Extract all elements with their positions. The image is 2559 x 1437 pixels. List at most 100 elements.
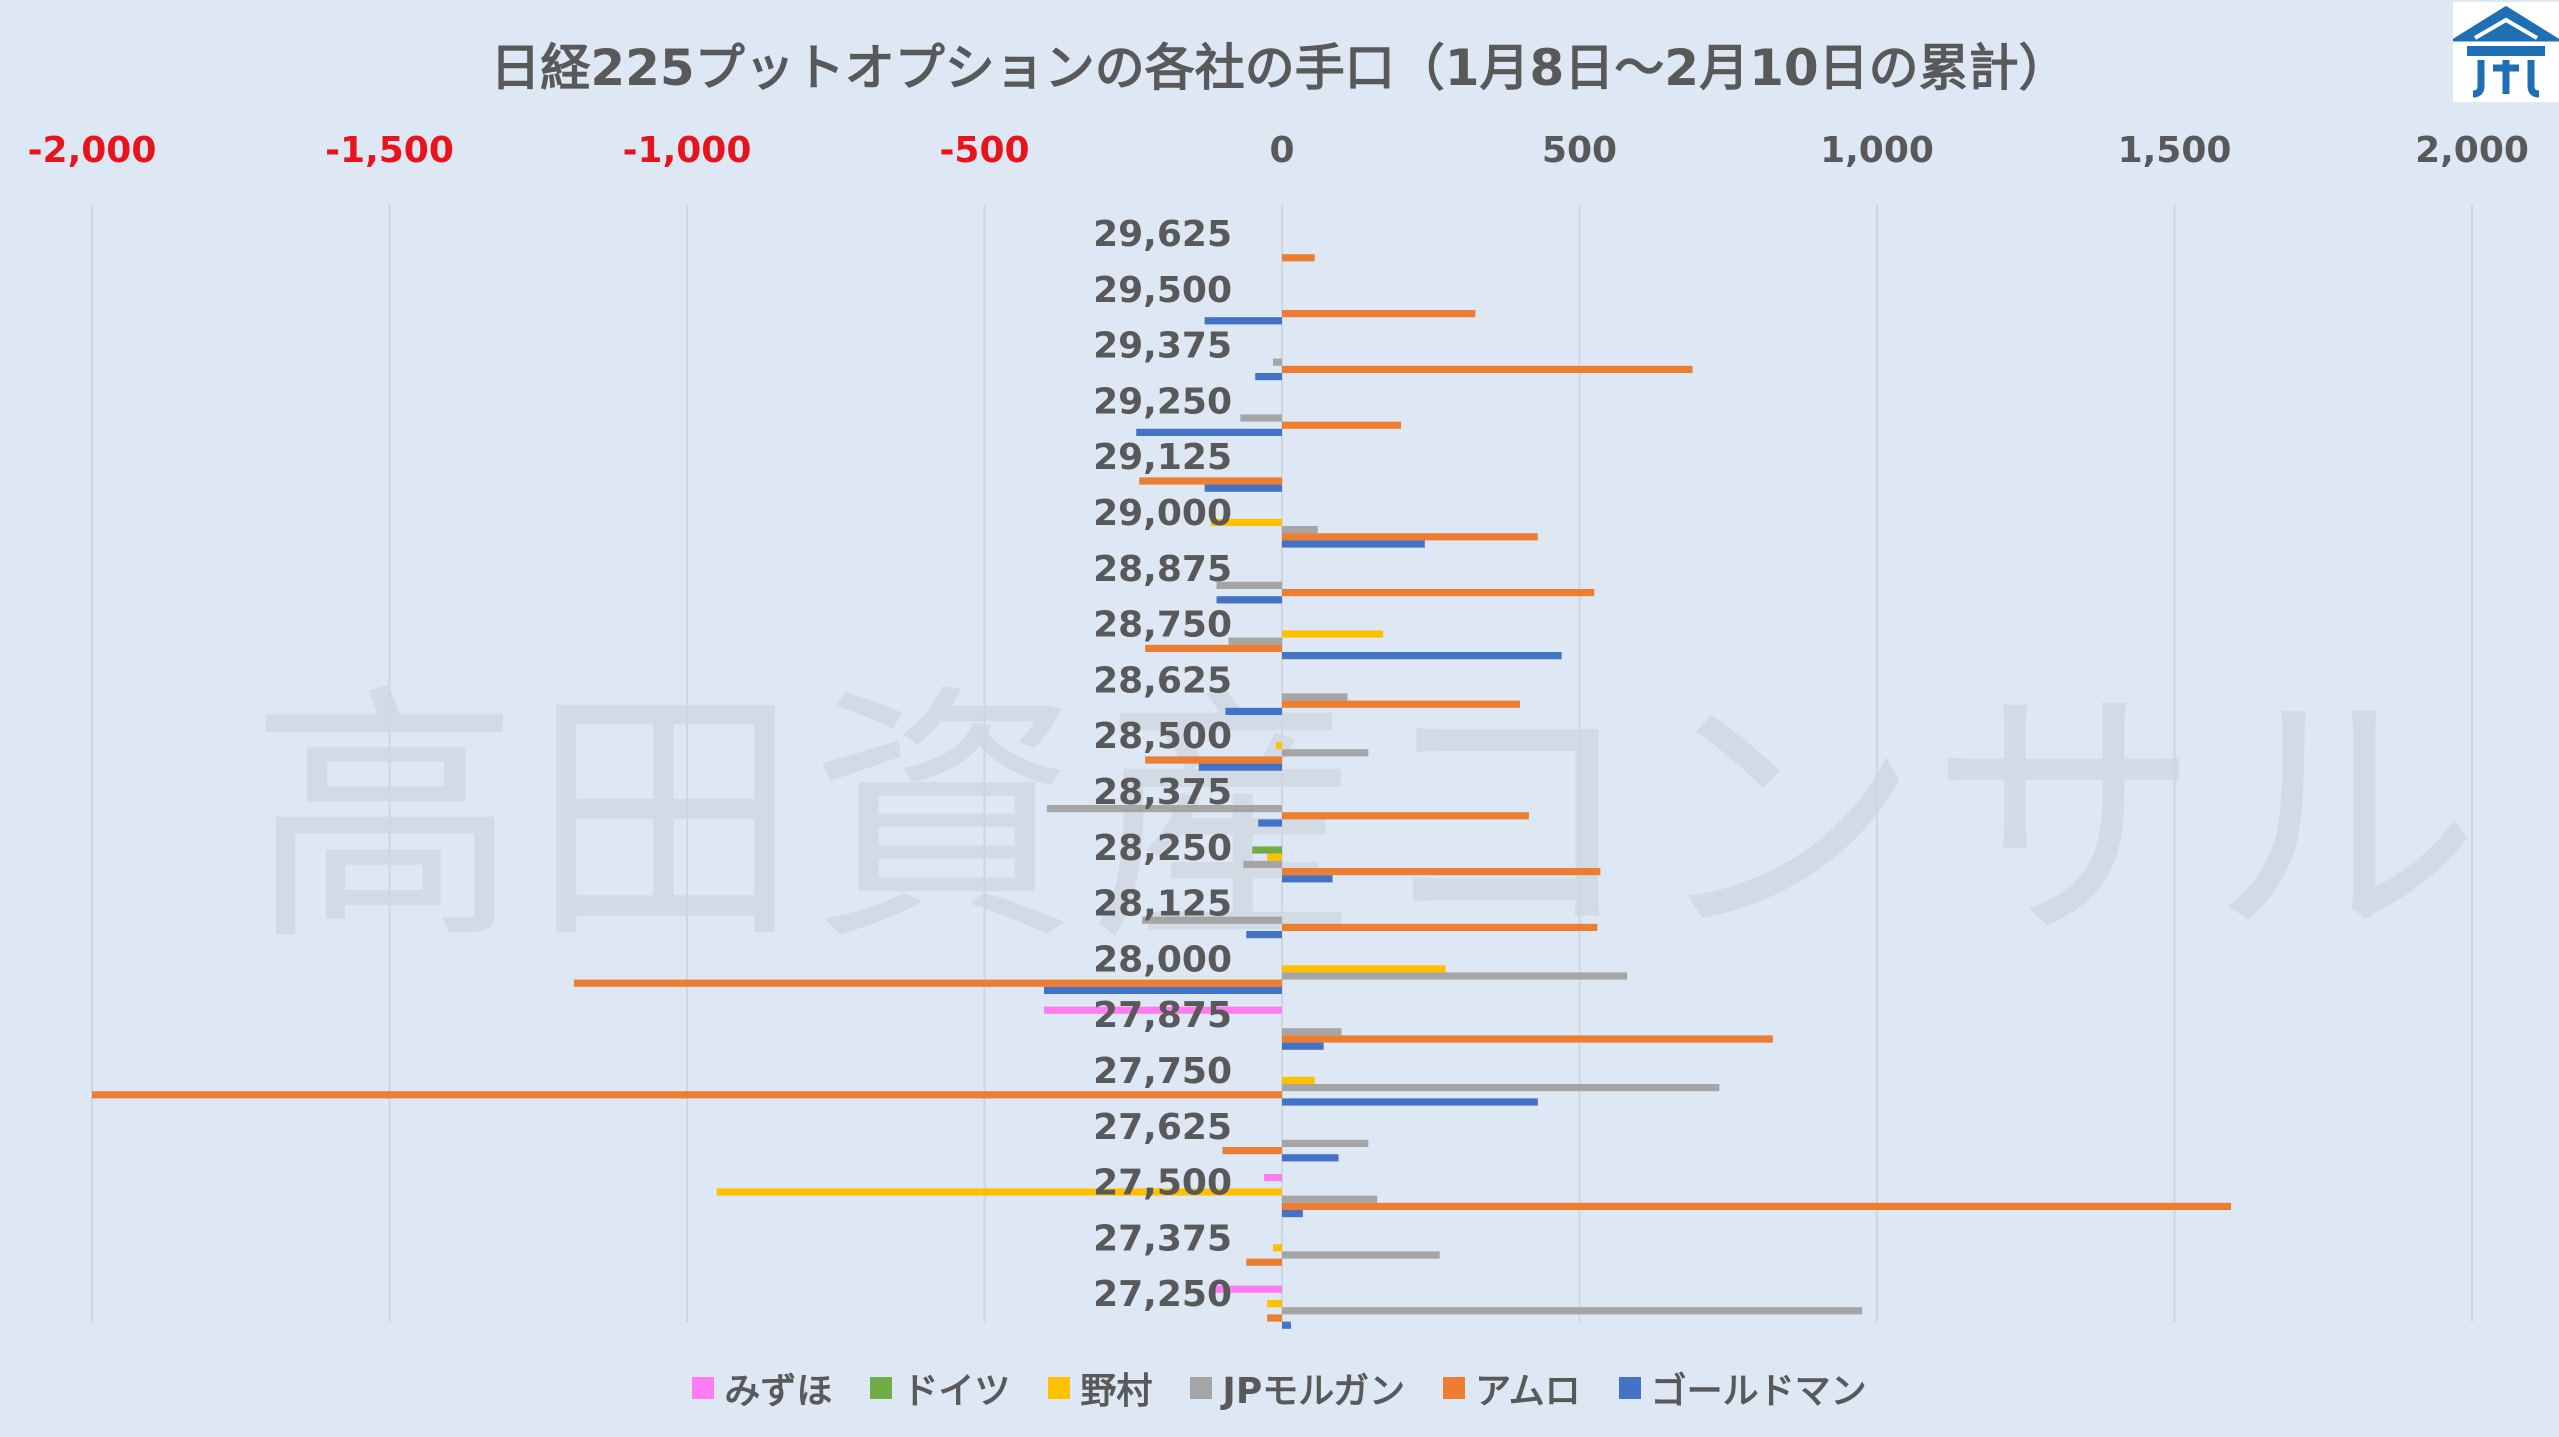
legend-swatch bbox=[692, 1377, 715, 1399]
legend-item: 野村 bbox=[1048, 1362, 1152, 1414]
bar bbox=[1267, 853, 1282, 861]
x-tick-label: -1,500 bbox=[325, 130, 454, 171]
bar bbox=[1282, 1154, 1339, 1162]
x-tick-label: 500 bbox=[1542, 130, 1617, 171]
bar bbox=[1282, 310, 1476, 318]
category-label: 27,500 bbox=[1093, 1163, 1232, 1204]
bar bbox=[1198, 763, 1282, 771]
bar bbox=[1145, 756, 1282, 764]
bar bbox=[1204, 484, 1282, 492]
bar bbox=[1210, 518, 1282, 526]
category-label: 28,375 bbox=[1093, 772, 1232, 813]
category-labels: 29,625 29,500 29,375 29,250 29,125 29,000 28,8… bbox=[1093, 214, 1232, 1315]
bar bbox=[1282, 1307, 1863, 1315]
bar bbox=[1282, 1035, 1773, 1043]
company-logo-icon bbox=[2453, 2, 2559, 102]
bar bbox=[1282, 972, 1628, 980]
legend-item: みずほ bbox=[692, 1362, 832, 1414]
bar bbox=[1264, 1174, 1282, 1182]
bar bbox=[1225, 707, 1282, 715]
x-tick-label: 0 bbox=[1269, 130, 1294, 171]
legend-item: ゴールドマン bbox=[1618, 1362, 1867, 1414]
bar bbox=[1255, 373, 1282, 381]
category-label: 28,000 bbox=[1093, 939, 1232, 980]
legend-swatch bbox=[1618, 1377, 1641, 1399]
bar bbox=[1282, 526, 1318, 534]
bar bbox=[1044, 1006, 1282, 1014]
bar bbox=[716, 1188, 1282, 1196]
category-label: 29,375 bbox=[1093, 326, 1232, 367]
category-label: 27,375 bbox=[1093, 1218, 1232, 1259]
bar bbox=[1282, 1251, 1440, 1259]
bar bbox=[1282, 1195, 1378, 1203]
x-tick-label: -2,000 bbox=[28, 130, 157, 171]
bar bbox=[1044, 986, 1282, 994]
bar bbox=[1145, 644, 1282, 652]
bar bbox=[1282, 875, 1333, 883]
category-label: 29,125 bbox=[1093, 437, 1232, 478]
bar bbox=[1267, 1314, 1282, 1322]
bar bbox=[1142, 916, 1282, 924]
x-tick-label: 2,000 bbox=[2415, 130, 2529, 171]
legend-label: ゴールドマン bbox=[1650, 1371, 1867, 1412]
legend: みずほ ドイツ 野村 JPモルガン アムロ ゴールドマン bbox=[0, 1362, 2559, 1414]
legend-swatch bbox=[1443, 1377, 1466, 1399]
bar bbox=[1252, 846, 1282, 854]
bar bbox=[1282, 868, 1601, 876]
bar bbox=[1273, 1244, 1282, 1252]
bar bbox=[1282, 812, 1529, 820]
legend-swatch bbox=[870, 1377, 893, 1399]
legend-swatch bbox=[1048, 1377, 1071, 1399]
category-label: 27,250 bbox=[1093, 1274, 1232, 1315]
legend-swatch bbox=[1190, 1377, 1213, 1399]
bar bbox=[1282, 1210, 1303, 1218]
bar bbox=[1282, 1139, 1369, 1147]
bars bbox=[92, 254, 2232, 1329]
bar bbox=[1246, 931, 1282, 939]
bar bbox=[1282, 589, 1595, 597]
bar bbox=[1222, 1147, 1282, 1155]
bar bbox=[1282, 693, 1348, 701]
legend-label: アムロ bbox=[1475, 1371, 1581, 1412]
bar bbox=[1210, 1285, 1282, 1293]
bar bbox=[1282, 1076, 1315, 1084]
legend-item: ドイツ bbox=[870, 1362, 1010, 1414]
bar bbox=[1046, 805, 1282, 813]
bar bbox=[1282, 630, 1384, 638]
x-tick-label: 1,500 bbox=[2118, 130, 2232, 171]
category-label: 29,500 bbox=[1093, 270, 1232, 311]
gridlines bbox=[91, 205, 2473, 1322]
legend-label: みずほ bbox=[724, 1371, 833, 1412]
bar bbox=[1282, 1084, 1720, 1092]
bar bbox=[1282, 533, 1538, 541]
category-label: 27,625 bbox=[1093, 1107, 1232, 1148]
bar bbox=[1282, 1042, 1324, 1050]
bar bbox=[1282, 254, 1315, 262]
bar bbox=[1258, 819, 1282, 827]
category-label: 29,000 bbox=[1093, 493, 1232, 534]
category-label: 29,625 bbox=[1093, 214, 1232, 255]
bar bbox=[1282, 1202, 2232, 1210]
category-label: 28,625 bbox=[1093, 660, 1232, 701]
x-tick-label: 1,000 bbox=[1820, 130, 1934, 171]
bar bbox=[1282, 652, 1562, 660]
bar bbox=[1282, 1321, 1291, 1329]
chart-title: 日経225プットオプションの各社の手口（1月8日〜2月10日の累計） bbox=[490, 39, 2069, 97]
x-tick-label: -1,000 bbox=[623, 130, 752, 171]
bar bbox=[1282, 923, 1598, 931]
bar bbox=[573, 979, 1282, 987]
category-label: 27,750 bbox=[1093, 1051, 1232, 1092]
legend-label: ドイツ bbox=[902, 1371, 1011, 1412]
bar bbox=[1282, 1028, 1342, 1036]
category-label: 28,250 bbox=[1093, 828, 1232, 869]
legend-label: 野村 bbox=[1080, 1371, 1153, 1412]
bar bbox=[1282, 749, 1369, 757]
bar bbox=[1282, 1098, 1538, 1106]
bar bbox=[1216, 596, 1282, 604]
legend-label: JPモルガン bbox=[1222, 1371, 1406, 1412]
bar bbox=[1282, 540, 1425, 548]
category-label: 28,750 bbox=[1093, 605, 1232, 646]
bar bbox=[1228, 637, 1282, 645]
category-label: 29,250 bbox=[1093, 381, 1232, 422]
